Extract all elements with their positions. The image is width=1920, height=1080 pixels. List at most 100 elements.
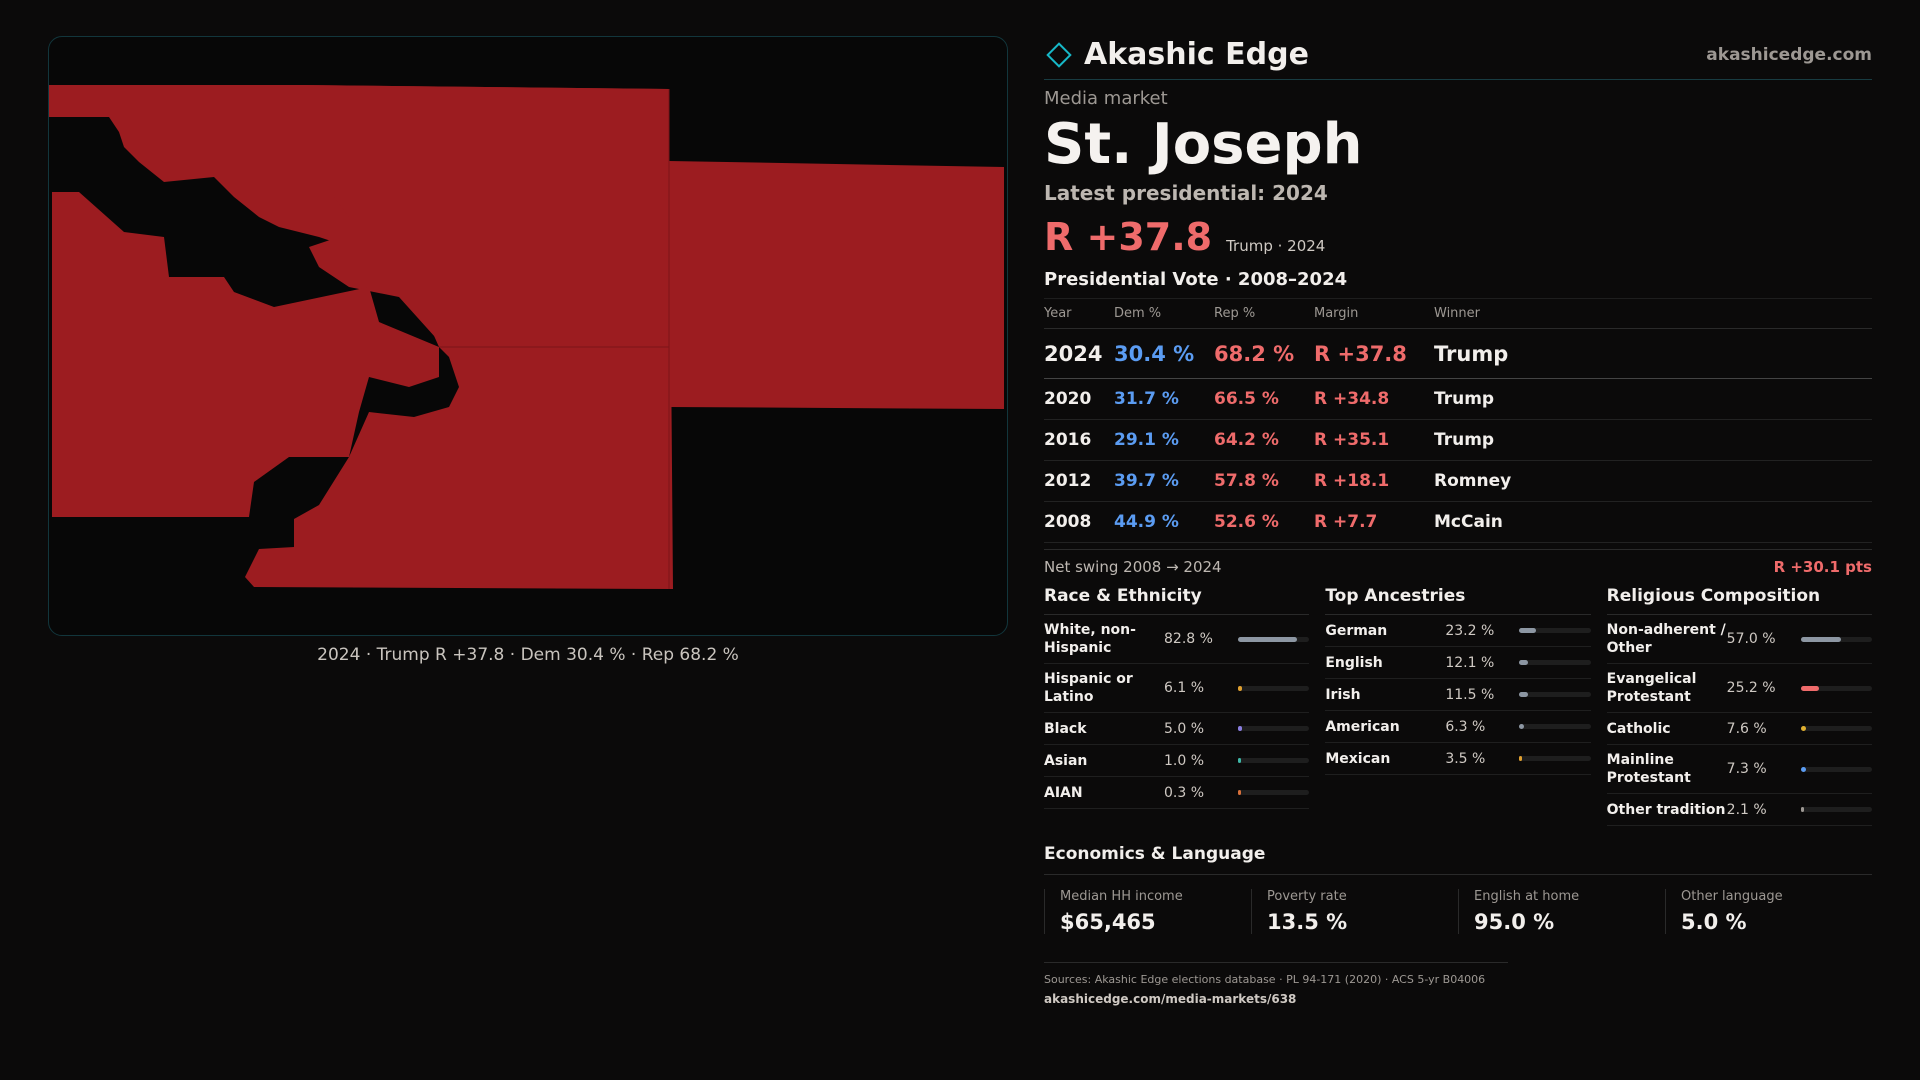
net-swing-value: R +30.1 pts: [1773, 558, 1872, 576]
stat-label: White, non-Hispanic: [1044, 622, 1136, 656]
stat-bar: [1800, 636, 1872, 642]
cell-dem: 29.1 %: [1114, 419, 1214, 461]
county-shape[interactable]: [52, 192, 439, 517]
brand[interactable]: Akashic Edge: [1044, 37, 1309, 72]
map-caption: 2024 · Trump R +37.8 · Dem 30.4 % · Rep …: [317, 645, 739, 665]
stat-value: 12.1 %: [1445, 654, 1495, 671]
stat-bar: [1238, 790, 1310, 795]
stat-label: Other tradition: [1606, 801, 1726, 818]
stat-value: 6.1 %: [1164, 680, 1205, 696]
stat-label: AIAN: [1044, 784, 1083, 801]
brand-url-link[interactable]: akashicedge.com: [1706, 44, 1872, 65]
stat-bar: [1238, 636, 1310, 642]
list-item: AIAN 0.3 %: [1044, 777, 1310, 809]
stat-bar-fill: [1238, 685, 1243, 691]
stat-bar: [1800, 726, 1872, 731]
page-title: St. Joseph: [1044, 112, 1363, 177]
brand-name: Akashic Edge: [1084, 37, 1309, 72]
stat-bar-fill: [1519, 692, 1528, 697]
col-margin: Margin: [1314, 298, 1434, 329]
stat-value: 7.6 %: [1726, 720, 1767, 737]
stat-bar: [1238, 758, 1310, 763]
cell-winner: McCain: [1434, 501, 1872, 543]
cell-dem: 30.4 %: [1114, 328, 1214, 379]
stat-bar-fill: [1519, 756, 1523, 761]
stat-value: 1.0 %: [1164, 752, 1205, 769]
list-item: American 6.3 %: [1325, 711, 1591, 743]
religion-list: Non-adherent / Other 57.0 % Evangelical Pr…: [1606, 615, 1872, 826]
col-dem: Dem %: [1114, 298, 1214, 329]
cell-year: 2008: [1044, 501, 1114, 543]
table-row: 2016 29.1 % 64.2 % R +35.1 Trump: [1044, 419, 1872, 461]
table-row: 2024 30.4 % 68.2 % R +37.8 Trump: [1044, 328, 1872, 379]
stat-value: 57.0 %: [1726, 631, 1776, 647]
stat-bar: [1238, 726, 1310, 731]
ancestry-list: German 23.2 % English 12.1 % Irish 11.5 % Amer…: [1325, 615, 1591, 775]
col-winner: Winner: [1434, 298, 1872, 329]
econ-value: $65,465: [1060, 910, 1156, 934]
map-panel[interactable]: [48, 36, 1008, 636]
cell-margin: R +35.1: [1314, 419, 1434, 461]
stat-bar-fill: [1519, 660, 1528, 665]
cell-margin: R +34.8: [1314, 378, 1434, 420]
list-item: Catholic 7.6 %: [1606, 713, 1872, 745]
stat-bar: [1519, 724, 1591, 729]
stat-bar-fill: [1800, 685, 1819, 691]
stat-label: American: [1325, 718, 1400, 735]
col-year: Year: [1044, 298, 1114, 329]
county-shape[interactable]: [245, 347, 673, 589]
list-item: Evangelical Protestant 25.2 %: [1606, 664, 1872, 713]
brand-header: Akashic Edge akashicedge.com: [1044, 30, 1872, 80]
sources-url-link[interactable]: akashicedge.com/media-markets/638: [1044, 992, 1297, 1006]
headline-margin: R +37.8 Trump · 2024: [1044, 215, 1872, 259]
list-item: Other tradition 2.1 %: [1606, 794, 1872, 826]
stat-bar-fill: [1800, 636, 1842, 642]
stat-value: 3.5 %: [1445, 750, 1486, 767]
stat-bar-fill: [1519, 724, 1524, 729]
cell-rep: 57.8 %: [1214, 460, 1314, 502]
econ-label: Median HH income: [1060, 889, 1183, 904]
market-type-label: Media market: [1044, 88, 1168, 109]
stat-value: 5.0 %: [1164, 720, 1205, 737]
county-borders: [439, 89, 670, 589]
stat-label: Mainline Protestant: [1606, 752, 1691, 786]
econ-label: Poverty rate: [1267, 889, 1347, 904]
stat-bar: [1800, 766, 1872, 772]
econ-card-income: Median HH income $65,465: [1044, 889, 1251, 934]
market-map[interactable]: [49, 37, 1008, 636]
stat-label: Non-adherent / Other: [1606, 622, 1726, 656]
county-shapes: [49, 85, 1004, 589]
stat-bar-fill: [1238, 636, 1298, 642]
stat-bar-fill: [1800, 726, 1807, 731]
race-section: Race & Ethnicity White, non-Hispanic 82.8…: [1044, 586, 1310, 826]
cell-year: 2012: [1044, 460, 1114, 502]
ancestry-section: Top Ancestries German 23.2 % English 12.1 %…: [1325, 586, 1591, 826]
stat-value: 2.1 %: [1726, 801, 1767, 818]
table-row: 2008 44.9 % 52.6 % R +7.7 McCain: [1044, 501, 1872, 543]
headline-margin-note: Trump · 2024: [1226, 237, 1326, 255]
demographics: Race & Ethnicity White, non-Hispanic 82.8…: [1044, 586, 1872, 826]
cell-year: 2016: [1044, 419, 1114, 461]
table-row: 2020 31.7 % 66.5 % R +34.8 Trump: [1044, 378, 1872, 420]
list-item: Black 5.0 %: [1044, 713, 1310, 745]
stat-bar: [1800, 807, 1872, 812]
county-shape[interactable]: [289, 85, 669, 347]
headline-margin-value: R +37.8: [1044, 215, 1213, 259]
net-swing-label: Net swing 2008 → 2024: [1044, 558, 1222, 576]
stat-label: Hispanic or Latino: [1044, 671, 1133, 705]
econ-card-poverty: Poverty rate 13.5 %: [1251, 889, 1458, 934]
stat-bar: [1519, 660, 1591, 665]
cell-rep: 66.5 %: [1214, 378, 1314, 420]
list-item: German 23.2 %: [1325, 615, 1591, 647]
latest-election-label: Latest presidential: 2024: [1044, 181, 1328, 205]
stat-value: 6.3 %: [1445, 718, 1486, 735]
race-list: White, non-Hispanic 82.8 % Hispanic or Lat…: [1044, 615, 1310, 809]
col-rep: Rep %: [1214, 298, 1314, 329]
stat-label: Catholic: [1606, 720, 1671, 737]
county-shape[interactable]: [669, 161, 1004, 409]
stat-label: English: [1325, 654, 1383, 671]
stat-value: 0.3 %: [1164, 784, 1205, 801]
race-title: Race & Ethnicity: [1044, 586, 1310, 615]
cell-rep: 52.6 %: [1214, 501, 1314, 543]
vote-table-header: Year Dem % Rep % Margin Winner: [1044, 298, 1872, 329]
